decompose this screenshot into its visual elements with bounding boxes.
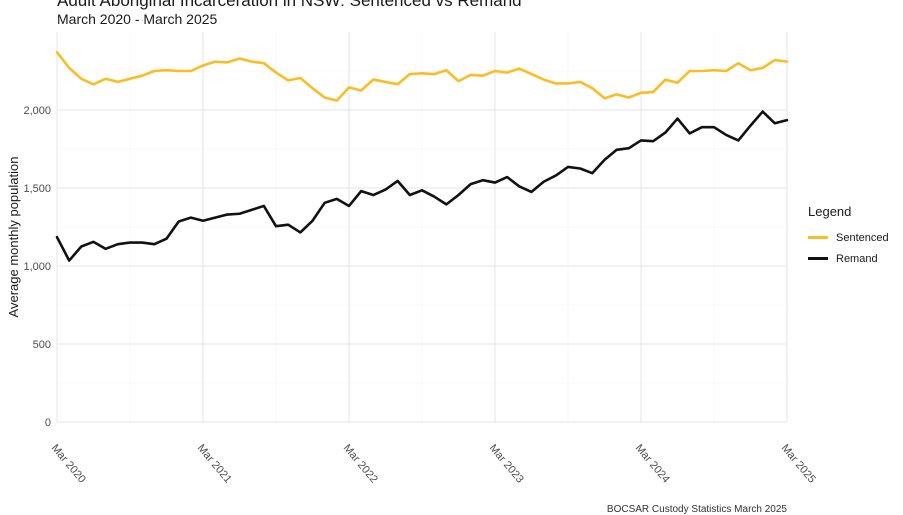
x-axis-ticks: Mar 2020 Mar 2021 Mar 2022 Mar 2023 Mar 2024… <box>49 442 818 485</box>
legend: Legend Sentenced Remand <box>808 204 889 269</box>
x-tick-label: Mar 2021 <box>195 442 234 485</box>
grid-lines <box>56 32 788 423</box>
chart-title: Adult Aboriginal Incarceration in NSW: S… <box>57 0 522 10</box>
y-tick-label: 2,000 <box>23 105 51 117</box>
x-tick-label: Mar 2023 <box>487 442 526 485</box>
source-caption: BOCSAR Custody Statistics March 2025 <box>606 504 787 515</box>
series-line-remand <box>55 110 789 262</box>
series-lines <box>55 50 789 262</box>
legend-label-remand: Remand <box>836 252 878 265</box>
x-tick-label: Mar 2022 <box>341 442 380 485</box>
legend-item-remand: Remand <box>808 248 889 269</box>
legend-label-sentenced: Sentenced <box>836 231 889 244</box>
legend-key-remand <box>808 257 828 260</box>
legend-key-sentenced <box>808 236 828 239</box>
y-tick-label: 1,500 <box>23 183 51 195</box>
legend-title: Legend <box>808 204 852 219</box>
x-tick-label: Mar 2025 <box>779 442 818 485</box>
x-tick-label: Mar 2024 <box>633 442 672 485</box>
y-tick-label: 500 <box>33 339 51 351</box>
y-axis-title: Average monthly population <box>6 157 21 318</box>
chart-subtitle: March 2020 - March 2025 <box>57 11 218 27</box>
y-tick-label: 1,000 <box>23 261 51 273</box>
legend-item-sentenced: Sentenced <box>808 227 889 248</box>
y-tick-label: 0 <box>45 417 51 429</box>
y-axis-ticks: 0 500 1,000 1,500 2,000 <box>23 105 51 429</box>
x-tick-label: Mar 2020 <box>49 442 88 485</box>
series-line-sentenced <box>55 50 789 102</box>
